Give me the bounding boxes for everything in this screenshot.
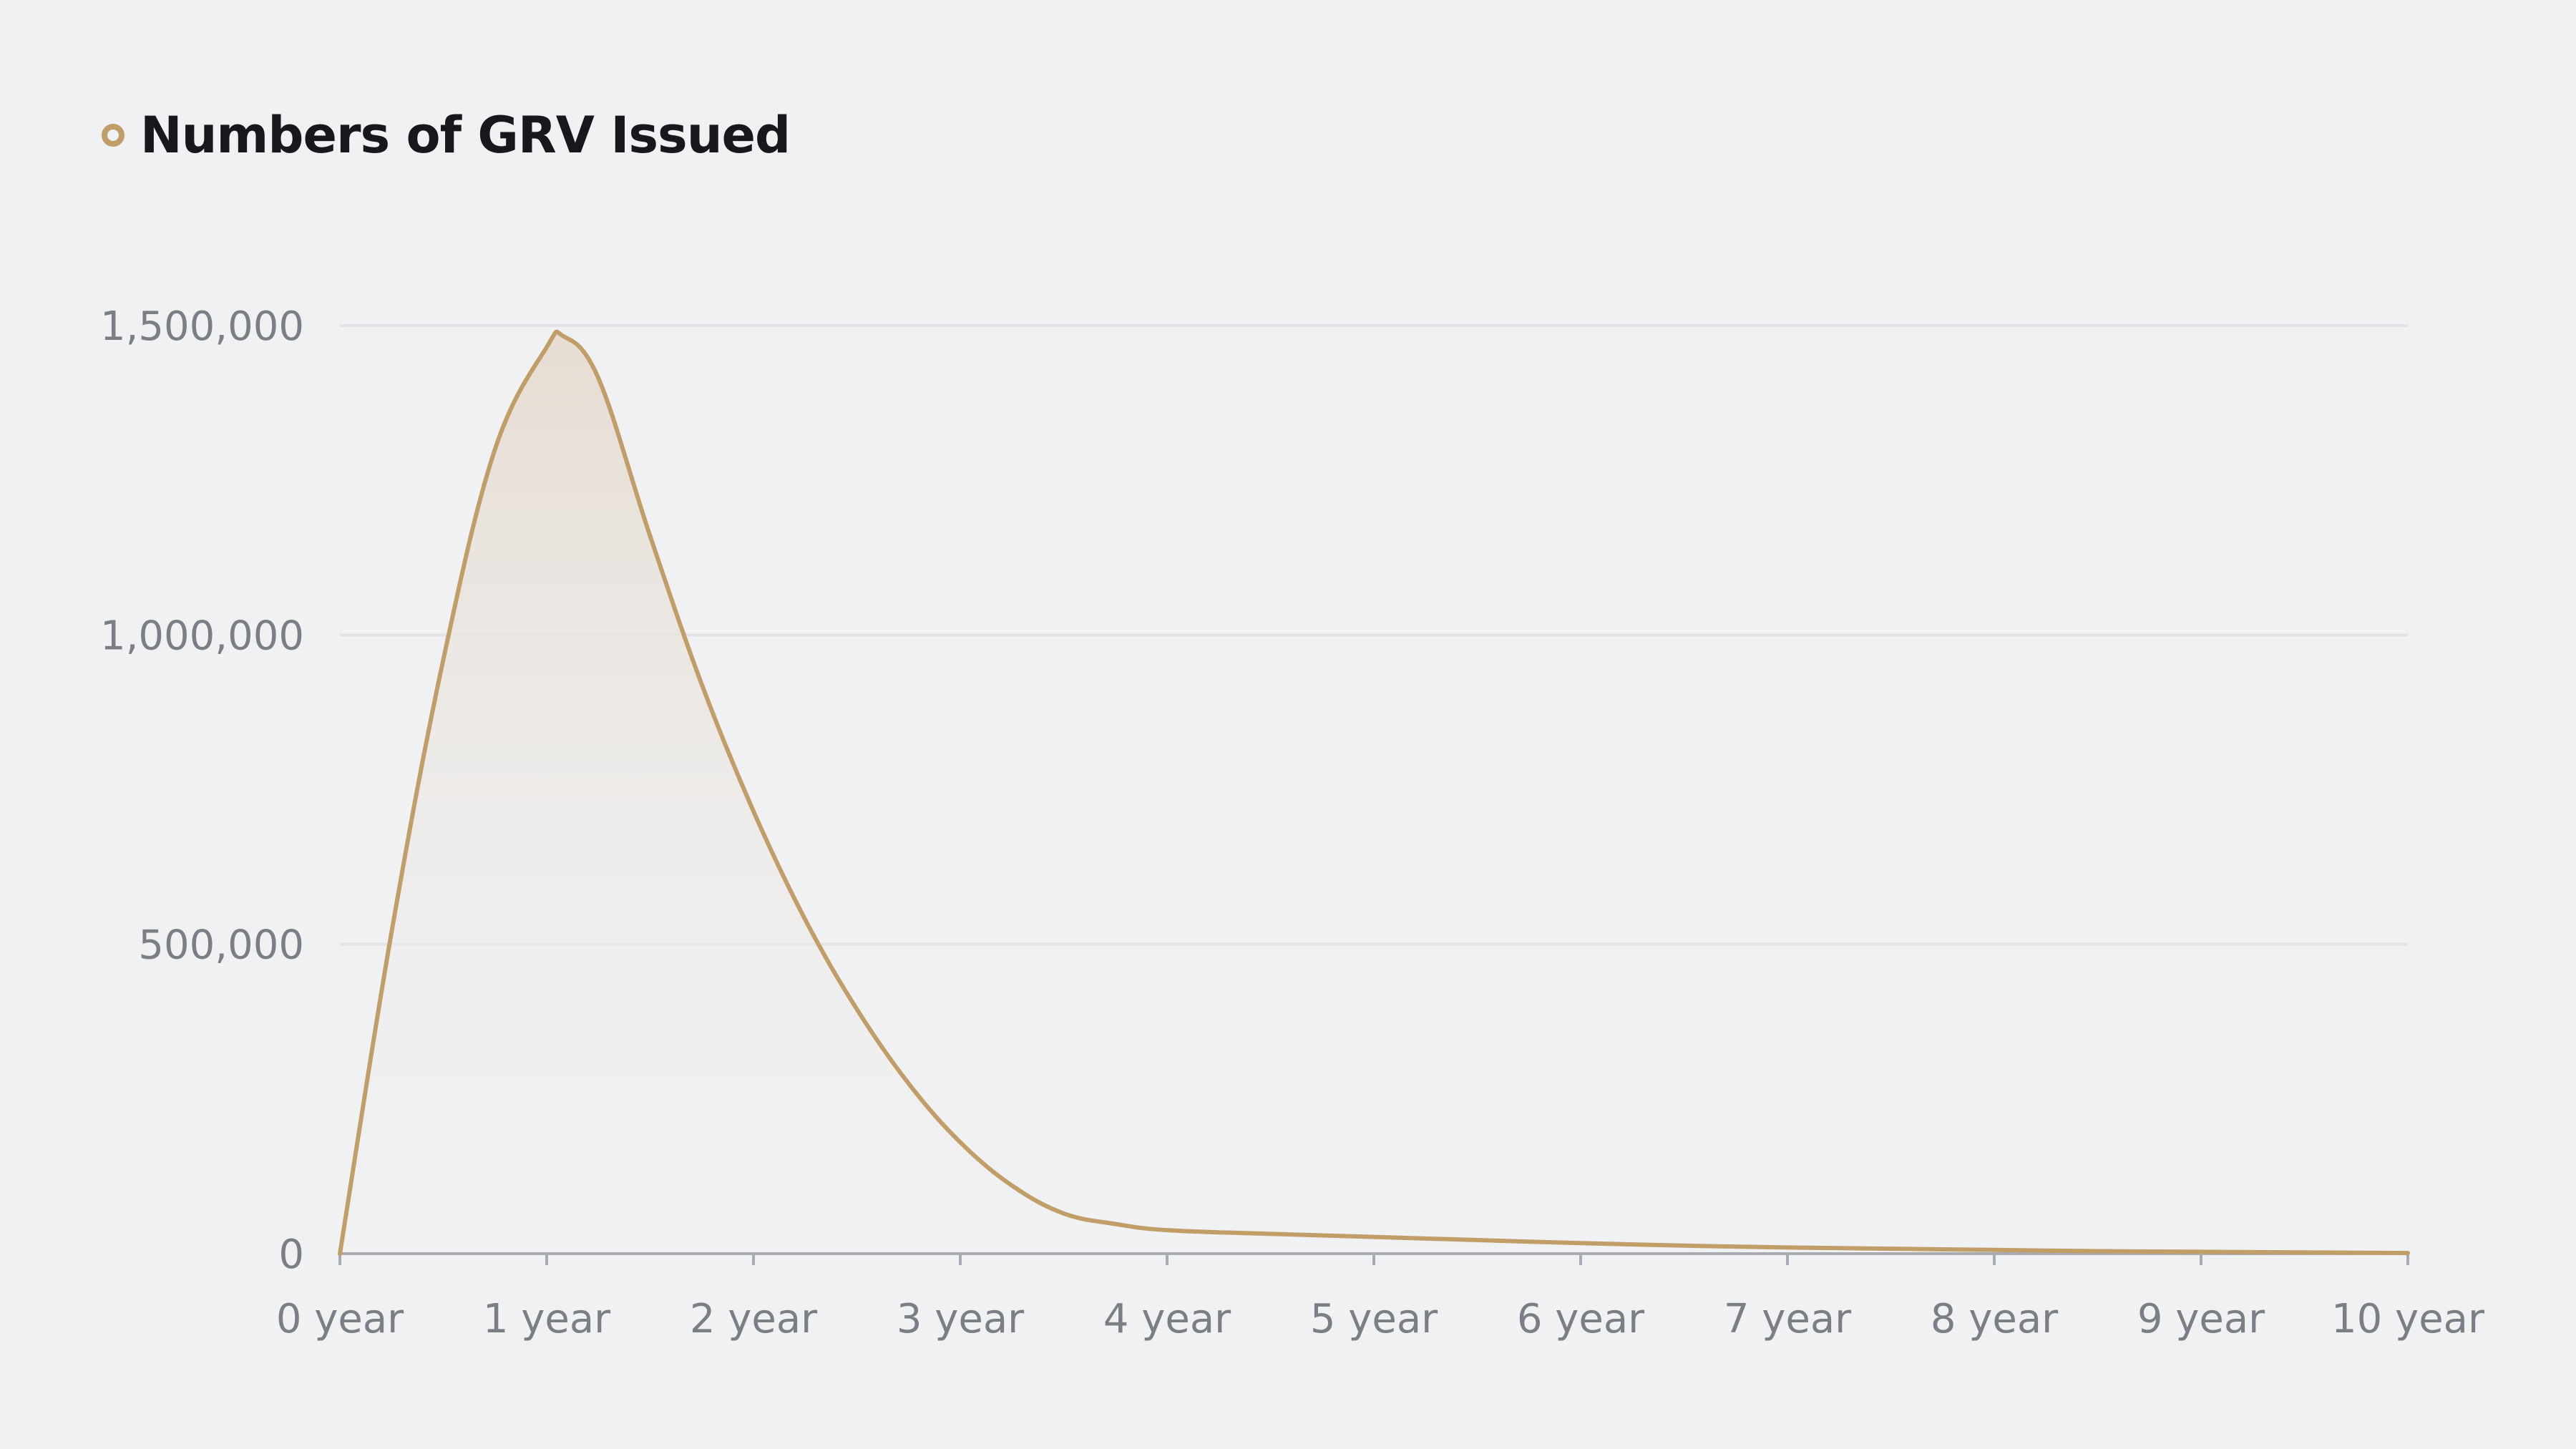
axis-layer [338, 1252, 2409, 1265]
y-tick-label: 500,000 [138, 922, 304, 969]
legend: Numbers of GRV Issued [102, 106, 791, 165]
series-area-fill [340, 331, 2408, 1254]
legend-label: Numbers of GRV Issued [140, 106, 791, 165]
x-tick-label: 10 year [2331, 1296, 2485, 1342]
area-layer [340, 331, 2408, 1254]
x-tick-label: 8 year [1931, 1296, 2059, 1342]
legend-marker-icon [102, 124, 125, 147]
y-tick-label: 0 [278, 1231, 304, 1278]
x-tick-label: 0 year [276, 1296, 404, 1342]
y-tick-label: 1,500,000 [100, 303, 304, 350]
x-tick-label: 7 year [1724, 1296, 1852, 1342]
label-layer: 0 500,000 1,000,000 1,500,000 0 year 1 year 2 … [100, 303, 2485, 1342]
x-tick-label: 4 year [1103, 1296, 1231, 1342]
x-tick-label: 6 year [1517, 1296, 1645, 1342]
x-tick-label: 5 year [1310, 1296, 1438, 1342]
x-tick-label: 2 year [690, 1296, 818, 1342]
line-layer [338, 329, 2410, 1256]
series-line [338, 329, 2410, 1256]
y-tick-label: 1,000,000 [100, 613, 304, 659]
x-tick-label: 1 year [483, 1296, 611, 1342]
x-tick-label: 3 year [897, 1296, 1025, 1342]
x-tick-label: 9 year [2137, 1296, 2265, 1342]
